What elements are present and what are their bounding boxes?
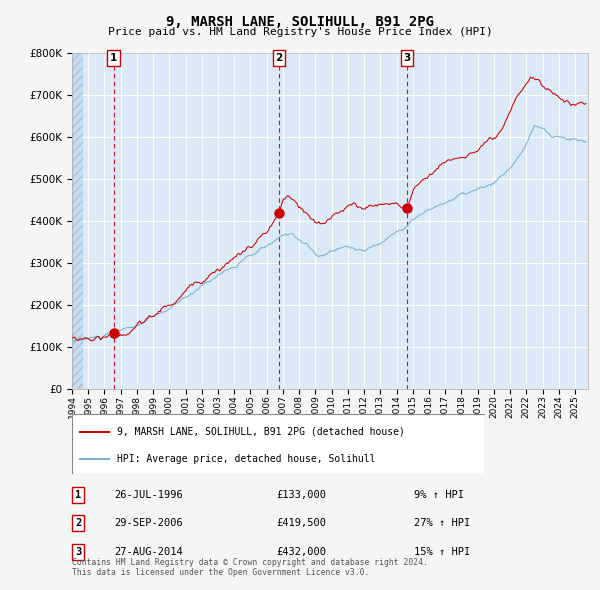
Text: 2: 2 — [75, 519, 81, 529]
Text: 9, MARSH LANE, SOLIHULL, B91 2PG: 9, MARSH LANE, SOLIHULL, B91 2PG — [166, 15, 434, 29]
Polygon shape — [72, 53, 83, 389]
Text: HPI: Average price, detached house, Solihull: HPI: Average price, detached house, Soli… — [118, 454, 376, 464]
Text: £133,000: £133,000 — [276, 490, 326, 500]
Text: Price paid vs. HM Land Registry's House Price Index (HPI): Price paid vs. HM Land Registry's House … — [107, 27, 493, 37]
Text: 29-SEP-2006: 29-SEP-2006 — [114, 519, 183, 529]
Text: £432,000: £432,000 — [276, 547, 326, 557]
Text: 27-AUG-2014: 27-AUG-2014 — [114, 547, 183, 557]
Text: 3: 3 — [404, 53, 411, 63]
Text: £419,500: £419,500 — [276, 519, 326, 529]
Text: 15% ↑ HPI: 15% ↑ HPI — [414, 547, 470, 557]
Text: 1: 1 — [110, 53, 118, 63]
Text: 9, MARSH LANE, SOLIHULL, B91 2PG (detached house): 9, MARSH LANE, SOLIHULL, B91 2PG (detach… — [118, 427, 405, 437]
FancyBboxPatch shape — [72, 414, 485, 474]
Text: 9% ↑ HPI: 9% ↑ HPI — [414, 490, 464, 500]
Text: 2: 2 — [275, 53, 283, 63]
Text: 1: 1 — [75, 490, 81, 500]
Text: Contains HM Land Registry data © Crown copyright and database right 2024.
This d: Contains HM Land Registry data © Crown c… — [72, 558, 428, 577]
Text: 26-JUL-1996: 26-JUL-1996 — [114, 490, 183, 500]
Text: 3: 3 — [75, 547, 81, 557]
Text: 27% ↑ HPI: 27% ↑ HPI — [414, 519, 470, 529]
